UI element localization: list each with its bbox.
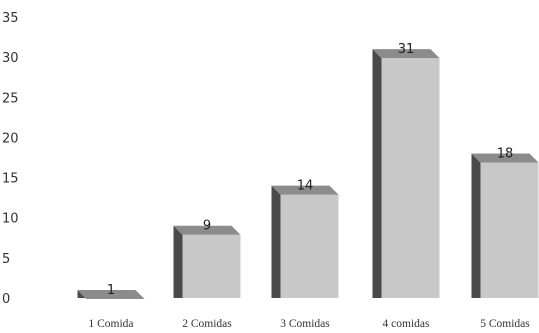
y-tick-label: 15 — [2, 172, 19, 187]
y-tick-label: 0 — [2, 292, 10, 307]
bar: 1 — [77, 283, 145, 299]
y-tick-label: 10 — [2, 212, 19, 227]
bar-top — [372, 49, 440, 59]
x-tick-label: 1 Comida — [88, 318, 133, 330]
bar: 14 — [271, 179, 339, 298]
y-tick-label: 20 — [2, 131, 19, 146]
data-label: 31 — [398, 42, 415, 57]
y-tick-label: 25 — [2, 91, 19, 106]
bar: 18 — [471, 146, 539, 298]
x-tick-label: 4 comidas — [383, 318, 430, 330]
bar: 31 — [372, 42, 440, 298]
y-axis: 0 5 10 15 20 25 30 35 — [2, 11, 19, 307]
bar-front — [381, 58, 440, 298]
x-tick-label: 5 Comidas — [480, 318, 530, 330]
y-tick-label: 30 — [2, 51, 19, 66]
bar-side — [471, 153, 481, 298]
bar-front — [480, 162, 539, 298]
bar: 9 — [173, 219, 241, 298]
bar-side — [173, 225, 183, 298]
y-tick-label: 35 — [2, 11, 19, 26]
data-label: 9 — [203, 219, 211, 234]
bar-top — [77, 289, 145, 299]
y-tick-label: 5 — [2, 252, 10, 267]
data-label: 14 — [297, 179, 314, 194]
bar-side — [372, 49, 382, 298]
data-label: 1 — [107, 283, 115, 298]
bar-side — [271, 185, 281, 298]
data-label: 18 — [497, 146, 514, 161]
bars: 1 9 14 31 18 — [77, 42, 539, 299]
bar-top — [471, 153, 539, 163]
bar-top — [271, 185, 339, 195]
bar-front — [280, 194, 339, 298]
x-tick-label: 2 Comidas — [182, 318, 232, 330]
bar-front — [182, 234, 241, 298]
x-tick-label: 3 Comidas — [280, 318, 330, 330]
x-axis: 1 Comida 2 Comidas 3 Comidas 4 comidas 5 Com… — [88, 318, 530, 330]
bar-top — [173, 225, 241, 235]
